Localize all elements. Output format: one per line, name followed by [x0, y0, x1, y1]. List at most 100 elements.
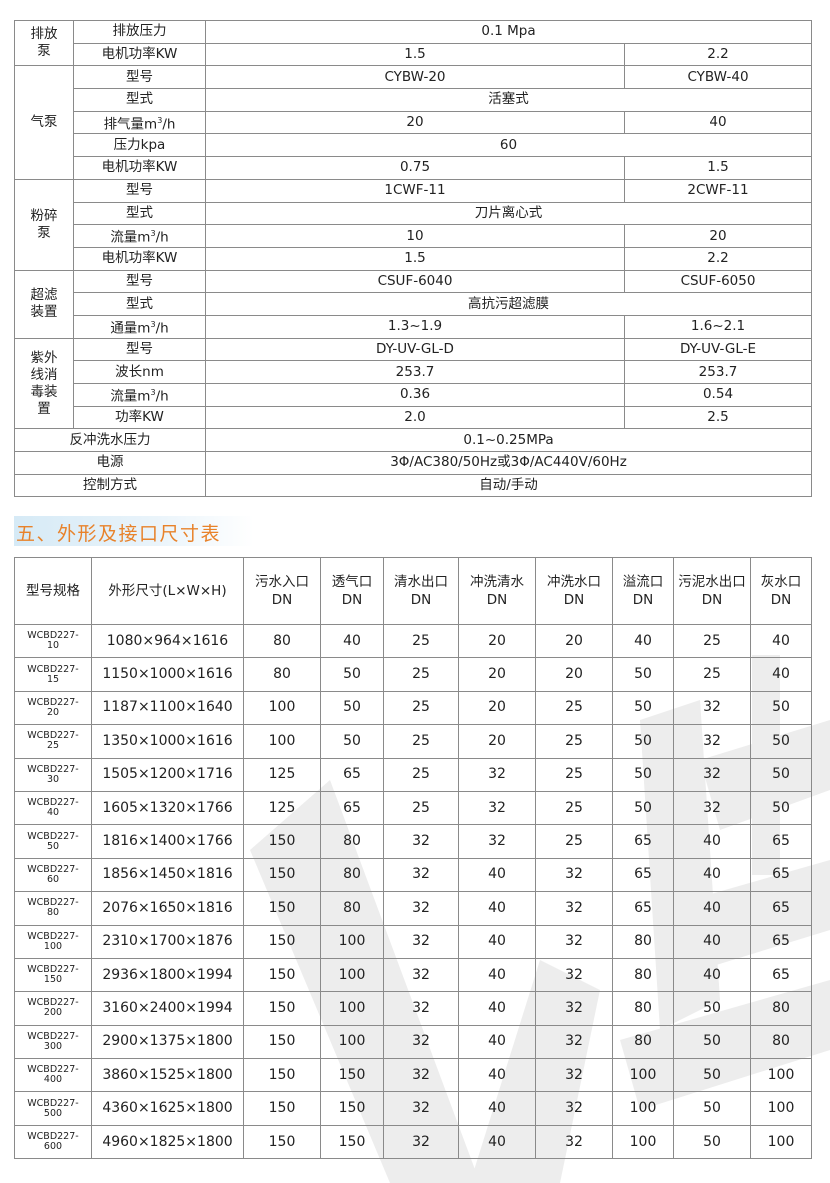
- table-row: WCBD227- 10 1080×964×1616 80 40 25 20 20 40 25 40: [14, 623, 812, 659]
- row-label: 功率KW: [73, 405, 206, 430]
- table-row: WCBD227- 60 1856×1450×1816 150 80 32 40 32 65 40 6…: [14, 857, 812, 893]
- model-line: WCBD227-: [27, 930, 79, 942]
- dn-cell: 100: [320, 924, 384, 959]
- group-label: 气泵: [14, 65, 74, 180]
- dn-cell: 32: [383, 857, 459, 893]
- dn-cell: 25: [673, 623, 751, 659]
- model-cell: WCBD227- 15: [14, 657, 92, 692]
- dn-cell: 80: [612, 957, 674, 993]
- dn-cell: 100: [243, 724, 321, 759]
- table-row: WCBD227- 40 1605×1320×1766 125 65 25 32 25 50 32 5…: [14, 790, 812, 826]
- model-line: 300: [43, 1040, 63, 1052]
- header-line: DN: [563, 592, 585, 608]
- dn-cell: 40: [458, 1058, 536, 1093]
- dn-cell: 50: [750, 690, 812, 726]
- spec-row: 波长nm 253.7 253.7: [15, 360, 813, 384]
- header-line: 透气口: [331, 574, 373, 590]
- dn-cell: 100: [243, 690, 321, 726]
- model-cell: WCBD227- 25: [14, 724, 92, 759]
- dn-cell: 50: [612, 690, 674, 726]
- spec-table: 排放泵 排放压力 0.1 Mpa 电机功率KW 1.5 2.2 气泵 型号 CYBW-20 CYB…: [14, 19, 813, 498]
- dn-cell: 32: [383, 957, 459, 993]
- model-line: WCBD227-: [27, 1097, 79, 1109]
- dn-cell: 40: [458, 991, 536, 1026]
- row-label: 波长nm: [73, 360, 206, 384]
- dn-cell: 150: [243, 991, 321, 1026]
- dn-cell: 25: [383, 790, 459, 826]
- row-value: 刀片离心式: [204, 201, 813, 226]
- column-header: 外形尺寸(L×W×H): [91, 557, 244, 625]
- model-cell: WCBD227- 500: [14, 1091, 92, 1126]
- row-label: 型号: [73, 269, 206, 294]
- column-header: 冲洗水口 DN: [535, 557, 613, 625]
- row-label: 电机功率KW: [73, 42, 206, 67]
- dn-cell: 65: [612, 891, 674, 926]
- spec-row: 型式 活塞式: [15, 88, 813, 112]
- row-value: 20: [205, 110, 625, 135]
- dn-cell: 40: [458, 891, 536, 926]
- row-value: 2.0: [205, 405, 625, 430]
- dimension-cell: 2936×1800×1994: [91, 957, 244, 993]
- column-header: 清水出口 DN: [383, 557, 459, 625]
- dn-cell: 150: [243, 1024, 321, 1060]
- dn-cell: 50: [612, 790, 674, 826]
- dimension-cell: 1187×1100×1640: [91, 690, 244, 726]
- spec-row: 排气量m3/h 20 40: [15, 110, 813, 135]
- row-value: 1.5: [205, 246, 625, 271]
- row-value: 1.5: [623, 156, 813, 180]
- dn-cell: 50: [612, 757, 674, 792]
- table-row: WCBD227- 200 3160×2400×1994 150 100 32 40 32 80 5…: [14, 991, 812, 1026]
- row-value: 1.3~1.9: [205, 314, 625, 339]
- table-row: WCBD227- 150 2936×1800×1994 150 100 32 40 32 80 4…: [14, 957, 812, 993]
- dn-cell: 20: [458, 657, 536, 692]
- dn-cell: 65: [612, 857, 674, 893]
- dn-cell: 100: [320, 1024, 384, 1060]
- model-line: WCBD227-: [27, 730, 79, 742]
- dn-cell: 32: [383, 924, 459, 959]
- header-line: 冲洗水口: [547, 574, 601, 590]
- dn-cell: 32: [383, 1124, 459, 1160]
- row-label: 型式: [73, 292, 206, 316]
- dn-cell: 40: [673, 857, 751, 893]
- dimension-cell: 2076×1650×1816: [91, 891, 244, 926]
- header-line: DN: [701, 592, 723, 608]
- spec-row: 型式 刀片离心式: [15, 201, 813, 226]
- dimension-cell: 1505×1200×1716: [91, 757, 244, 792]
- dn-cell: 25: [383, 657, 459, 692]
- row-label: 型式: [73, 201, 206, 226]
- dn-cell: 25: [383, 757, 459, 792]
- dn-cell: 32: [383, 991, 459, 1026]
- spec-row: 流量m3/h 0.36 0.54: [15, 383, 813, 407]
- column-header: 冲洗清水 DN: [458, 557, 536, 625]
- row-label: 电机功率KW: [73, 246, 206, 271]
- dn-cell: 100: [612, 1058, 674, 1093]
- table-row: WCBD227- 600 4960×1825×1800 150 150 32 40 32 100…: [14, 1124, 812, 1160]
- row-label: 电源: [14, 451, 206, 475]
- dn-cell: 32: [535, 991, 613, 1026]
- row-value: DY-UV-GL-D: [205, 337, 625, 362]
- spec-row: 通量m3/h 1.3~1.9 1.6~2.1: [15, 314, 813, 339]
- row-value: 60: [204, 133, 813, 158]
- dn-cell: 40: [458, 1024, 536, 1060]
- dn-cell: 32: [535, 891, 613, 926]
- row-value: CYBW-20: [205, 65, 625, 90]
- model-cell: WCBD227- 150: [14, 957, 92, 993]
- header-line: 清水出口: [394, 574, 448, 590]
- spec-row: 流量m3/h 10 20: [15, 224, 813, 248]
- dn-cell: 32: [673, 757, 751, 792]
- row-value: 0.1 Mpa: [204, 20, 813, 44]
- dn-cell: 32: [383, 1024, 459, 1060]
- model-line: WCBD227-: [27, 1030, 79, 1042]
- table-row: WCBD227- 30 1505×1200×1716 125 65 25 32 25 50 32 5…: [14, 757, 812, 792]
- dn-cell: 32: [383, 1091, 459, 1126]
- row-label: 反冲洗水压力: [14, 428, 206, 453]
- dn-cell: 125: [243, 757, 321, 792]
- dimension-cell: 2310×1700×1876: [91, 924, 244, 959]
- dn-cell: 20: [458, 724, 536, 759]
- dn-cell: 25: [673, 657, 751, 692]
- dn-cell: 32: [383, 891, 459, 926]
- row-value: 40: [623, 110, 813, 135]
- model-line: 15: [46, 673, 60, 685]
- dimension-cell: 1605×1320×1766: [91, 790, 244, 826]
- dn-cell: 125: [243, 790, 321, 826]
